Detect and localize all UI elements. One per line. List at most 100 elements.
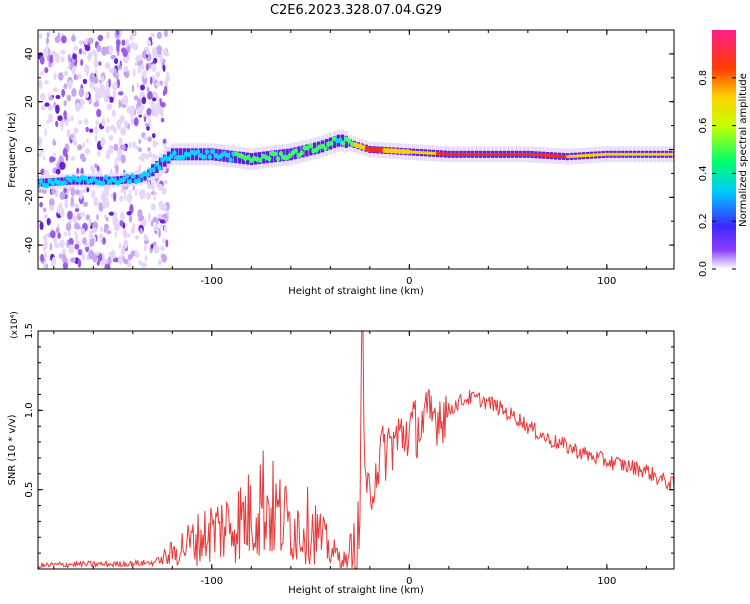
noise-speck	[144, 255, 148, 262]
noise-speck	[85, 66, 90, 76]
noise-speck	[114, 58, 119, 65]
noise-speck	[165, 239, 169, 248]
noise-speck	[77, 73, 82, 79]
noise-speck	[152, 241, 157, 247]
noise-speck	[96, 151, 101, 157]
noise-speck	[100, 138, 104, 148]
noise-speck	[64, 70, 68, 77]
noise-speck	[55, 227, 60, 234]
ridge-core	[258, 157, 263, 163]
noise-speck	[155, 82, 161, 87]
noise-speck	[71, 88, 77, 97]
spectrogram-noise	[38, 30, 171, 269]
colorbar-tick-label: 0.8	[698, 70, 709, 86]
noise-speck	[58, 72, 64, 81]
ridge-core	[92, 176, 97, 182]
noise-speck	[130, 250, 136, 257]
noise-speck	[146, 40, 152, 47]
y-tick-label: 0	[24, 146, 35, 152]
noise-speck	[40, 93, 46, 101]
ridge-core	[169, 153, 174, 159]
noise-speck	[63, 110, 67, 119]
noise-speck	[42, 155, 46, 161]
noise-speck	[39, 55, 45, 65]
noise-speck	[99, 233, 104, 240]
noise-speck	[88, 249, 94, 260]
noise-speck	[145, 46, 150, 56]
ridge-band	[305, 144, 309, 157]
noise-speck	[54, 243, 60, 249]
noise-speck	[93, 51, 98, 61]
ridge-band	[344, 135, 349, 148]
noise-speck	[123, 190, 127, 201]
snr-series-line	[38, 331, 674, 569]
noise-speck	[107, 256, 112, 266]
noise-speck	[97, 34, 104, 42]
noise-speck	[68, 237, 74, 246]
ridge-core	[228, 157, 233, 163]
noise-speck	[106, 103, 113, 111]
noise-speck	[88, 51, 92, 59]
noise-speck	[124, 71, 130, 79]
noise-speck	[88, 218, 92, 227]
spectrogram-y-axis: -40 -20 0 20 40	[24, 29, 674, 270]
noise-speck	[66, 239, 69, 249]
noise-speck	[159, 224, 164, 229]
noise-speck	[147, 147, 151, 152]
noise-speck	[139, 194, 146, 200]
ridge-band	[72, 176, 76, 185]
noise-speck	[49, 205, 55, 211]
figure-title: C2E6.2023.328.07.04.G29	[270, 3, 442, 18]
noise-speck	[162, 213, 168, 219]
spectrogram-x-label: Height of straight line (km)	[288, 286, 424, 297]
noise-speck	[103, 191, 109, 197]
noise-speck	[48, 113, 53, 123]
noise-speck	[46, 32, 50, 38]
noise-speck	[137, 64, 141, 75]
noise-speck	[61, 35, 67, 44]
noise-speck	[86, 138, 89, 143]
ridge-core	[278, 151, 284, 157]
noise-speck	[150, 203, 157, 211]
snr-y-scale-label: (x10⁴)	[10, 311, 20, 338]
noise-speck	[64, 199, 68, 209]
snr-panel: -100 0 100 0.5 1.0 1.5 Height of straight li…	[7, 311, 675, 596]
noise-speck	[118, 255, 123, 265]
noise-speck	[103, 223, 109, 231]
noise-speck	[57, 205, 60, 215]
noise-speck	[70, 115, 74, 122]
noise-speck	[131, 84, 135, 93]
ridge-band	[155, 161, 159, 173]
noise-speck	[138, 260, 142, 266]
noise-speck	[73, 127, 79, 134]
noise-speck	[79, 153, 85, 161]
noise-speck	[150, 220, 154, 227]
noise-speck	[119, 144, 126, 150]
noise-speck	[115, 39, 121, 47]
spectrogram-x-axis: -100 0 100	[53, 30, 647, 287]
noise-speck	[116, 119, 122, 128]
x-tick-label: 100	[597, 576, 616, 587]
noise-speck	[165, 72, 170, 80]
noise-speck	[118, 242, 122, 249]
noise-speck	[162, 138, 167, 144]
noise-speck	[162, 64, 166, 72]
noise-speck	[129, 109, 135, 118]
noise-speck	[82, 50, 87, 56]
noise-speck	[49, 242, 53, 251]
noise-speck	[163, 179, 168, 185]
ridge-core	[329, 140, 334, 146]
noise-speck	[139, 227, 143, 235]
colorbar-gradient	[712, 30, 736, 269]
noise-speck	[110, 249, 116, 260]
noise-speck	[106, 31, 110, 40]
colorbar-axis: 0.0 0.2 0.4 0.6 0.8	[698, 70, 736, 277]
noise-speck	[63, 100, 67, 107]
noise-speck	[143, 244, 147, 252]
noise-speck	[148, 62, 152, 70]
noise-speck	[59, 161, 65, 170]
noise-speck	[130, 117, 134, 126]
noise-speck	[137, 147, 143, 152]
noise-speck	[153, 245, 160, 254]
noise-speck	[59, 209, 64, 217]
